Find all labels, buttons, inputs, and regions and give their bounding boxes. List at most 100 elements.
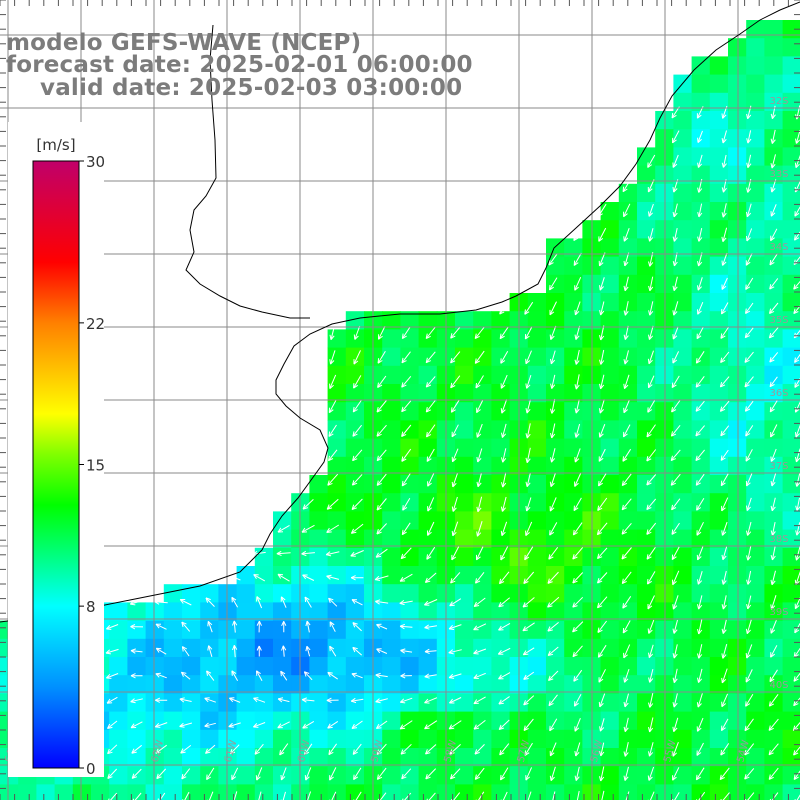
- speed-cell: [18, 784, 37, 800]
- wind-arrow: [697, 644, 703, 659]
- speed-cell: [564, 420, 583, 440]
- wind-arrow: [744, 376, 754, 388]
- wind-arrow: [181, 646, 190, 657]
- wind-arrow: [623, 276, 629, 292]
- speed-cell: [418, 675, 438, 694]
- speed-cell: [273, 693, 292, 713]
- wind-arrow: [475, 571, 485, 584]
- speed-cell: [491, 420, 511, 440]
- wind-arrow: [576, 790, 580, 800]
- speed-cell: [764, 20, 784, 39]
- speed-cell: [728, 748, 747, 767]
- wind-arrow: [720, 326, 730, 339]
- speed-cell: [200, 602, 219, 622]
- speed-cell: [382, 620, 401, 640]
- speed-cell: [291, 729, 310, 749]
- wind-arrow: [697, 277, 703, 291]
- speed-cell: [600, 438, 620, 458]
- wind-arrow: [280, 791, 286, 800]
- wind-arrow: [329, 325, 335, 341]
- wind-arrow: [672, 154, 679, 168]
- wind-arrow: [400, 743, 412, 755]
- speed-cell: [746, 711, 765, 731]
- speed-cell: [637, 438, 656, 458]
- wind-arrow: [648, 301, 654, 316]
- wind-arrow: [376, 498, 387, 511]
- speed-cell: [746, 766, 765, 785]
- speed-cell: [691, 384, 711, 403]
- speed-cell: [527, 693, 547, 713]
- speed-cell: [600, 711, 620, 731]
- wind-arrow: [525, 497, 532, 512]
- speed-cell: [546, 438, 565, 458]
- wind-arrow: [574, 694, 582, 707]
- wind-arrow: [524, 301, 534, 315]
- wind-arrow: [550, 398, 556, 414]
- speed-cell: [273, 547, 292, 567]
- wind-arrow: [231, 670, 239, 681]
- speed-cell: [418, 748, 438, 767]
- speed-cell: [345, 365, 365, 385]
- colorbar-unit: [m/s]: [36, 136, 75, 154]
- wind-arrow: [351, 720, 363, 729]
- wind-arrow: [549, 277, 558, 291]
- wind-arrow: [768, 694, 779, 707]
- speed-cell: [728, 766, 747, 785]
- speed-cell: [709, 584, 729, 603]
- lat-label: 37S: [769, 461, 788, 472]
- speed-cell: [36, 784, 56, 800]
- wind-arrow: [672, 227, 678, 242]
- wind-arrow: [155, 697, 168, 703]
- wind-arrow: [721, 570, 727, 585]
- wind-arrow: [425, 744, 437, 755]
- speed-cell: [728, 729, 747, 749]
- wind-arrow: [473, 696, 486, 705]
- wind-arrow: [647, 154, 656, 168]
- wind-arrow: [155, 744, 167, 754]
- wind-arrow: [597, 497, 608, 511]
- wind-arrow: [746, 130, 752, 144]
- wind-arrow: [107, 768, 118, 779]
- speed-cell: [764, 402, 784, 421]
- wind-arrow: [205, 744, 216, 754]
- wind-arrow: [574, 742, 581, 757]
- wind-arrow: [574, 349, 580, 365]
- speed-cell: [109, 620, 128, 640]
- speed-cell: [782, 620, 800, 640]
- wind-arrow: [598, 252, 606, 267]
- wind-arrow: [574, 399, 580, 414]
- speed-cell: [382, 675, 401, 694]
- speed-cell: [400, 638, 420, 658]
- wind-arrow: [205, 597, 215, 607]
- speed-cell: [782, 566, 800, 585]
- speed-cell: [782, 547, 800, 567]
- speed-cell: [728, 38, 747, 57]
- wind-arrow: [476, 521, 483, 537]
- speed-cell: [673, 602, 693, 622]
- colorbar-tick-label: 8: [86, 598, 96, 616]
- wind-arrow: [549, 325, 557, 340]
- colorbar-tick-label: 0: [86, 760, 96, 778]
- wind-arrow: [129, 599, 144, 606]
- speed-cell: [600, 311, 620, 330]
- speed-cell: [473, 693, 492, 713]
- wind-arrow: [794, 622, 800, 634]
- lat-label: 34S: [769, 242, 788, 253]
- speed-cell: [527, 584, 547, 603]
- speed-cell: [273, 729, 292, 749]
- wind-arrow: [599, 718, 605, 732]
- speed-cell: [764, 293, 784, 312]
- wind-arrow: [525, 350, 532, 365]
- speed-cell: [163, 584, 183, 603]
- wind-arrow: [451, 424, 459, 438]
- wind-arrow: [746, 570, 752, 585]
- wind-arrow: [500, 350, 509, 364]
- wind-arrow: [795, 129, 800, 144]
- speed-cell: [418, 438, 438, 458]
- speed-cell: [418, 620, 438, 640]
- speed-cell: [782, 657, 800, 676]
- speed-cell: [254, 566, 274, 585]
- wind-arrow: [672, 742, 679, 757]
- speed-cell: [527, 420, 547, 440]
- speed-cell: [637, 602, 656, 622]
